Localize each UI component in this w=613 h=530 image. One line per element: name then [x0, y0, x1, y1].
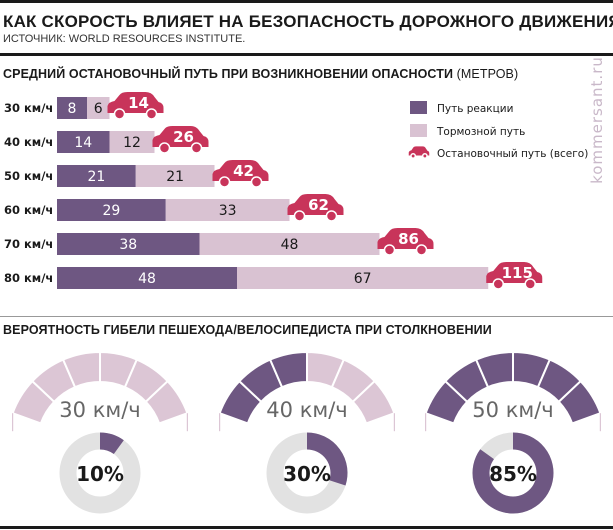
legend-car-icon [408, 146, 430, 159]
total-car-marker: 26 [152, 126, 209, 154]
car-wheel-rear [421, 153, 428, 159]
car-total-label: 62 [308, 196, 329, 214]
bar-reaction [57, 267, 237, 289]
bar-reaction [57, 131, 110, 153]
section-divider [0, 316, 613, 317]
car-body [377, 228, 434, 249]
car-wheel-rear [190, 142, 203, 154]
speed-label: 80 км/ч [4, 271, 53, 285]
bar-reaction [57, 97, 87, 119]
braking-value-label: 21 [166, 169, 184, 185]
donut-fill [99, 432, 124, 455]
speed-label: 30 км/ч [4, 101, 53, 115]
car-wheel-front [158, 142, 171, 154]
bottom-rule [0, 526, 613, 529]
bar-braking [135, 165, 215, 187]
car-total-label: 14 [128, 94, 149, 112]
legend-reaction-swatch [410, 101, 427, 114]
car-wheel-front [293, 210, 306, 222]
car-wheel-front [113, 108, 126, 120]
car-wheel-front [218, 176, 231, 188]
car-total-label: 86 [398, 230, 419, 248]
gauge: 30 км/ч 10% [11, 350, 189, 514]
section-stopping-heading: СРЕДНИЙ ОСТАНОВОЧНЫЙ ПУТЬ ПРИ ВОЗНИКНОВЕ… [3, 67, 454, 81]
bar-braking [87, 97, 110, 119]
gauge-speed-label: 50 км/ч [472, 398, 553, 422]
car-body [287, 194, 344, 215]
reaction-value-label: 21 [87, 169, 105, 185]
speed-label: 50 км/ч [4, 169, 53, 183]
reaction-value-label: 29 [102, 203, 120, 219]
gauge-speed-label: 40 км/ч [266, 398, 347, 422]
gauge: 50 км/ч 85% [424, 350, 602, 514]
donut-fill [472, 432, 554, 514]
legend-braking-swatch [410, 124, 427, 137]
car-wheel-rear [415, 244, 428, 256]
source-note: ИСТОЧНИК: WORLD RESOURCES INSTITUTE. [3, 33, 246, 45]
car-wheel-front [383, 244, 396, 256]
section-stopping-title: СРЕДНИЙ ОСТАНОВОЧНЫЙ ПУТЬ ПРИ ВОЗНИКНОВЕ… [3, 67, 518, 81]
speed-label: 40 км/ч [4, 135, 53, 149]
car-body [107, 92, 164, 113]
speed-label: 60 км/ч [4, 203, 53, 217]
legend-reaction-label: Путь реакции [437, 103, 513, 115]
car-wheel-rear [325, 210, 338, 222]
bar-braking [165, 199, 290, 221]
reaction-value-label: 48 [138, 271, 156, 287]
total-car-marker: 62 [287, 194, 344, 222]
bar-reaction [57, 165, 136, 187]
reaction-value-label: 14 [74, 135, 92, 151]
gauge-segment [557, 379, 602, 425]
gauge-segment [351, 379, 396, 425]
gauge-speed-label: 30 км/ч [59, 398, 140, 422]
total-car-marker: 14 [107, 92, 164, 120]
header-rule [0, 53, 613, 56]
bar-braking [237, 267, 489, 289]
bar-braking [109, 131, 155, 153]
reaction-value-label: 38 [119, 237, 137, 253]
percent-label: 10% [76, 462, 124, 486]
reaction-value-label: 8 [68, 101, 77, 117]
bar-braking [199, 233, 380, 255]
car-total-label: 42 [233, 162, 254, 180]
total-car-marker: 86 [377, 228, 434, 256]
braking-value-label: 48 [281, 237, 299, 253]
legend-braking-label: Тормозной путь [436, 126, 525, 138]
section-fatality-title: ВЕРОЯТНОСТЬ ГИБЕЛИ ПЕШЕХОДА/ВЕЛОСИПЕДИСТ… [3, 323, 492, 337]
top-rule [0, 0, 613, 3]
car-total-label: 26 [173, 128, 194, 146]
car-body [486, 262, 543, 283]
car-total-label: 115 [502, 264, 533, 282]
bar-reaction [57, 199, 166, 221]
bar-reaction [57, 233, 200, 255]
braking-value-label: 12 [123, 135, 141, 151]
braking-value-label: 6 [94, 101, 103, 117]
car-wheel-rear [250, 176, 263, 188]
total-car-marker: 115 [486, 262, 543, 290]
speed-label: 70 км/ч [4, 237, 53, 251]
car-body [152, 126, 209, 147]
braking-value-label: 67 [354, 271, 372, 287]
section-stopping-unit: (МЕТРОВ) [456, 67, 519, 81]
car-wheel-rear [145, 108, 158, 120]
car-wheel-front [410, 153, 417, 159]
gauge: 40 км/ч 30% [218, 350, 396, 514]
car-wheel-front [492, 278, 504, 290]
car-wheel-rear [524, 278, 536, 290]
donut-fill [306, 432, 348, 486]
fatality-gauges: 30 км/ч 10% 40 км/ч 30% 50 км/ч 85% [11, 350, 602, 514]
percent-label: 30% [283, 462, 331, 486]
car-body [212, 160, 269, 181]
page-title: КАК СКОРОСТЬ ВЛИЯЕТ НА БЕЗОПАСНОСТЬ ДОРО… [3, 12, 613, 31]
braking-value-label: 33 [219, 203, 237, 219]
total-car-marker: 42 [212, 160, 269, 188]
percent-label: 85% [489, 462, 537, 486]
gauge-segment [144, 379, 189, 425]
legend-total-label: Остановочный путь (всего) [437, 148, 588, 160]
